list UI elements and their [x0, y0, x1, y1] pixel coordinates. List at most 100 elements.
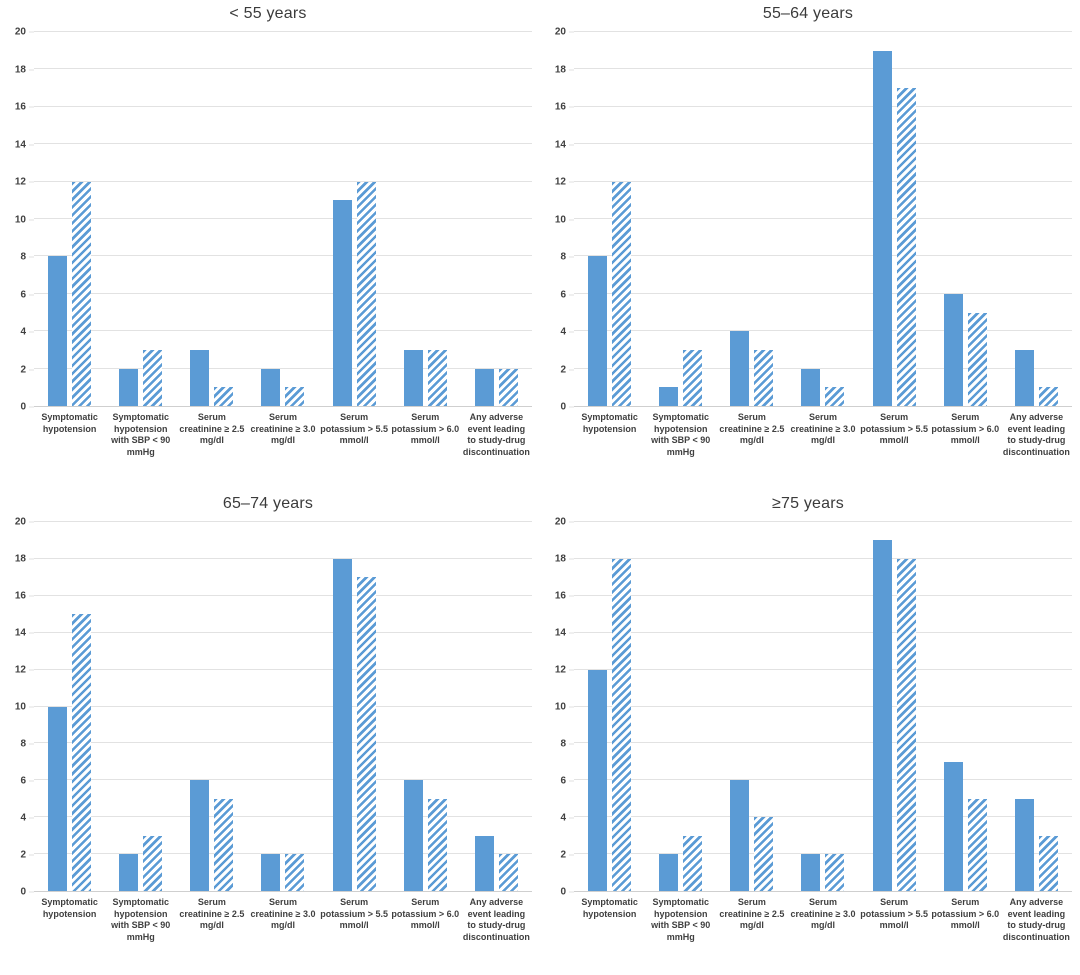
bar-solid — [943, 761, 963, 891]
bar-group — [574, 32, 645, 406]
y-tick-value: 20 — [554, 516, 566, 528]
category-label: Serum creatinine ≥ 3.0 mg/dl — [247, 897, 318, 973]
category-label: Serum creatinine ≥ 2.5 mg/dl — [176, 412, 247, 488]
gridline — [34, 668, 532, 670]
category-label-line: mmol/l — [950, 435, 980, 445]
y-tick-label: 2 — [560, 850, 574, 861]
bar-group — [859, 32, 930, 406]
category-label: Any adverse event leading to study-drug dis… — [461, 897, 532, 973]
category-label-line: hypotension — [113, 908, 168, 919]
category-label-line: Serum — [737, 412, 766, 422]
gridline — [574, 255, 1072, 257]
category-label: Symptomatic hypotension with SBP < 90 mmHg — [105, 412, 176, 488]
bar-hatched — [214, 387, 234, 406]
category-label: Serum potassium > 6.0 mmol/l — [390, 897, 461, 973]
bar-hatched — [825, 387, 845, 406]
y-tick-mark — [29, 854, 34, 856]
category-label-line: Serum — [880, 897, 909, 907]
category-label: Serum potassium > 6.0 mmol/l — [930, 897, 1001, 973]
y-tick-mark — [29, 595, 34, 597]
y-tick-value: 2 — [560, 364, 566, 375]
bar-solid — [261, 854, 281, 891]
y-tick-mark — [569, 521, 574, 523]
y-tick-value: 8 — [20, 738, 26, 750]
y-tick-mark — [569, 331, 574, 333]
y-tick-value: 20 — [554, 26, 566, 38]
y-tick-value: 18 — [554, 64, 566, 75]
category-label-line: creatinine ≥ 3.0 — [790, 908, 856, 919]
y-tick-mark — [29, 31, 34, 33]
gridline — [574, 330, 1072, 332]
bar-hatched — [143, 835, 163, 891]
y-tick-label: 14 — [15, 628, 34, 639]
category-label: Serum creatinine ≥ 2.5 mg/dl — [716, 412, 787, 488]
category-label-line: mmol/l — [879, 920, 909, 930]
bar-solid — [730, 331, 750, 406]
bar-hatched — [72, 614, 92, 891]
category-label: Serum potassium > 5.5 mmol/l — [319, 412, 390, 488]
y-tick-value: 2 — [560, 849, 566, 861]
category-label-line: discontinuation — [462, 446, 530, 457]
category-label-line: discontinuation — [1002, 446, 1070, 457]
y-tick-value: 18 — [554, 553, 566, 565]
y-tick-value: 8 — [20, 251, 26, 263]
bar-solid — [403, 349, 423, 406]
category-label: Serum creatinine ≥ 3.0 mg/dl — [787, 412, 858, 488]
bar-group — [461, 32, 532, 406]
y-tick-label: 12 — [15, 665, 34, 676]
y-tick-mark — [569, 669, 574, 671]
y-tick-value: 18 — [14, 64, 26, 75]
y-tick-mark — [29, 632, 34, 634]
category-label-line: Serum — [340, 897, 369, 907]
y-tick-mark — [29, 106, 34, 108]
gridline — [34, 521, 532, 522]
bar-groups — [34, 32, 532, 406]
category-label-line: mg/dl — [270, 435, 295, 445]
y-tick-label: 8 — [560, 739, 574, 750]
y-tick-label: 8 — [20, 739, 34, 750]
chart-panel-75-plus: ≥75 years 0 2 4 6 8 10 12 14 16 18 20 Symptomatic h… — [540, 490, 1080, 975]
y-tick-value: 16 — [554, 101, 566, 113]
category-label: Serum creatinine ≥ 2.5 mg/dl — [716, 897, 787, 973]
bar-group — [787, 522, 858, 891]
bar-solid — [659, 387, 679, 406]
bar-group — [1001, 32, 1072, 406]
bar-solid — [872, 50, 892, 406]
bar-hatched — [498, 854, 518, 891]
y-tick-value: 10 — [14, 701, 26, 713]
y-tick-label: 6 — [560, 289, 574, 300]
category-label-line: creatinine ≥ 2.5 — [719, 423, 785, 434]
chart-panel-55-64: 55–64 years 0 2 4 6 8 10 12 14 16 18 20 Symptomati… — [540, 0, 1080, 490]
category-label-line: mmHg — [666, 446, 695, 457]
category-label-line: Serum — [808, 412, 837, 422]
y-tick-mark — [569, 406, 574, 408]
y-tick-label: 4 — [560, 327, 574, 338]
x-axis-labels: Symptomatic hypotension Symptomatic hypoten… — [34, 892, 532, 973]
category-label-line: Serum — [411, 412, 440, 422]
gridline — [34, 779, 532, 781]
bar-hatched — [683, 349, 703, 406]
category-label-line: Any adverse — [469, 412, 524, 422]
y-tick-label: 16 — [555, 102, 574, 113]
bar-solid — [119, 368, 139, 406]
category-label-line: Symptomatic — [41, 412, 98, 422]
gridline — [34, 180, 532, 182]
chart-title: 55–64 years — [762, 5, 854, 22]
bar-solid — [801, 854, 821, 891]
gridline — [34, 557, 532, 559]
gridline — [574, 292, 1072, 294]
bar-group — [319, 32, 390, 406]
category-label-line: Symptomatic — [112, 412, 169, 422]
category-label-line: Serum — [197, 897, 226, 907]
y-tick-label: 12 — [555, 665, 574, 676]
y-tick-label: 16 — [555, 591, 574, 602]
category-label: Serum potassium > 5.5 mmol/l — [319, 897, 390, 973]
y-tick-mark — [569, 558, 574, 560]
gridline — [574, 105, 1072, 107]
bar-solid — [403, 780, 423, 891]
category-label-line: mmol/l — [339, 920, 369, 930]
gridline — [574, 594, 1072, 596]
category-label: Symptomatic hypotension — [574, 897, 645, 973]
y-tick-mark — [569, 817, 574, 819]
bar-group — [34, 32, 105, 406]
